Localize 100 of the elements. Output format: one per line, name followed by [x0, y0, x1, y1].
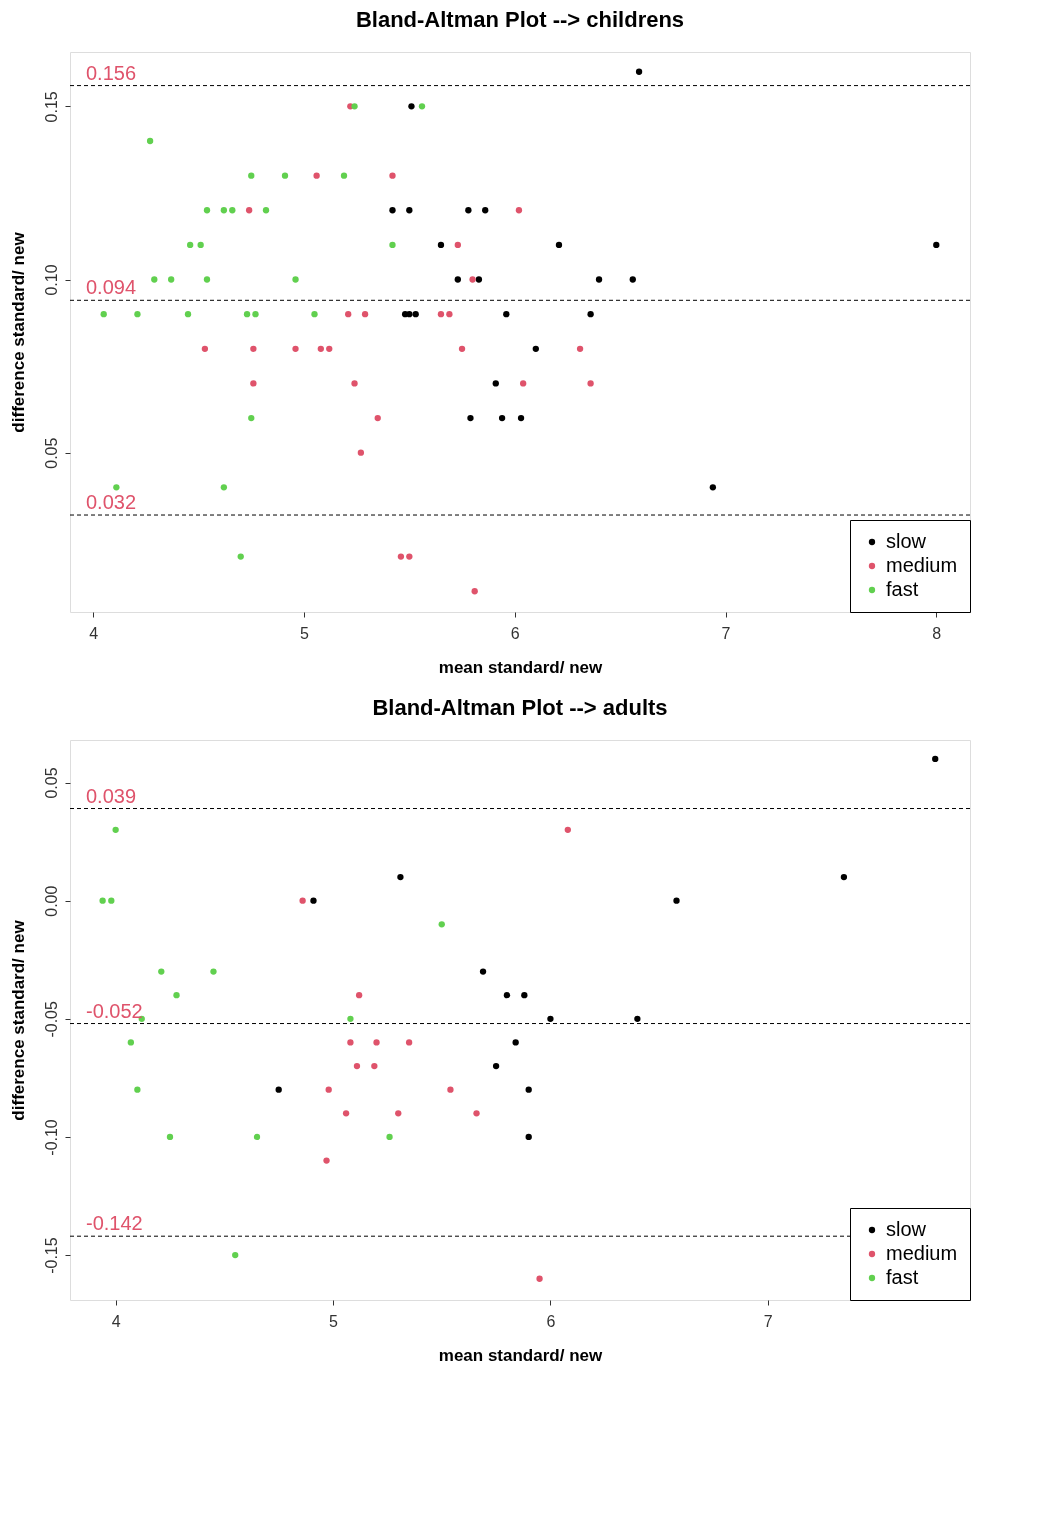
- point: [458, 345, 466, 352]
- point: [112, 826, 119, 833]
- point: [446, 311, 453, 318]
- point: [521, 992, 528, 999]
- point: [406, 311, 413, 318]
- point: [475, 276, 483, 283]
- point: [134, 1086, 141, 1093]
- ref-line-label: 0.156: [86, 61, 137, 84]
- point: [520, 380, 527, 387]
- y-tick-label: -0.05: [42, 1000, 60, 1038]
- ref-line-label: 0.039: [86, 784, 137, 807]
- point: [127, 1039, 135, 1046]
- point: [281, 172, 289, 179]
- point: [342, 1110, 350, 1117]
- point: [635, 68, 643, 75]
- point: [437, 311, 445, 318]
- point: [351, 380, 358, 387]
- y-tick-label: 0.05: [42, 437, 60, 469]
- y-tick-label: 0.00: [42, 885, 60, 917]
- point: [146, 137, 154, 145]
- point: [220, 484, 228, 491]
- point: [389, 172, 396, 179]
- legend-label: slow: [886, 530, 927, 552]
- point: [340, 172, 348, 179]
- point: [405, 1039, 413, 1046]
- point: [373, 1039, 380, 1046]
- point: [250, 380, 257, 387]
- point: [351, 103, 358, 110]
- point: [262, 207, 270, 214]
- point: [492, 1062, 500, 1070]
- point: [229, 207, 236, 214]
- point: [166, 1133, 174, 1141]
- point: [253, 1133, 261, 1141]
- point: [186, 241, 194, 249]
- point: [512, 1039, 519, 1046]
- ref-line-label: -0.142: [86, 1212, 143, 1235]
- y-tick-label: 0.05: [42, 767, 60, 799]
- legend-label: slow: [886, 1218, 927, 1240]
- point: [467, 414, 474, 422]
- point: [252, 311, 259, 318]
- point: [498, 414, 506, 422]
- point: [437, 241, 445, 249]
- y-axis-title: difference standard/ new: [8, 919, 28, 1121]
- point: [536, 1275, 543, 1282]
- point: [250, 345, 257, 352]
- point: [673, 897, 680, 904]
- point: [323, 1157, 330, 1164]
- x-axis-title: mean standard/ new: [438, 1345, 603, 1365]
- point: [151, 276, 158, 283]
- point: [595, 276, 603, 283]
- point: [634, 1015, 641, 1022]
- x-tick-label: 6: [510, 624, 520, 642]
- point: [203, 207, 211, 214]
- point: [418, 103, 426, 110]
- point: [576, 345, 584, 352]
- point: [395, 1110, 402, 1117]
- point: [412, 311, 419, 318]
- point: [503, 992, 511, 999]
- point: [353, 1062, 361, 1070]
- point: [479, 968, 487, 975]
- point: [471, 588, 478, 595]
- legend-label: medium: [886, 554, 958, 576]
- point: [299, 897, 306, 904]
- point: [357, 449, 365, 456]
- point: [629, 276, 636, 283]
- point: [386, 1133, 393, 1141]
- x-tick-label: 8: [932, 624, 942, 642]
- point: [515, 207, 523, 214]
- point: [564, 826, 571, 833]
- y-axis-title: difference standard/ new: [8, 231, 28, 433]
- point: [525, 1133, 532, 1141]
- point: [311, 311, 318, 318]
- point: [547, 1015, 554, 1022]
- point: [158, 968, 165, 975]
- point: [173, 992, 180, 999]
- legend-label: fast: [886, 578, 919, 600]
- point: [408, 103, 415, 110]
- y-tick-label: 0.10: [42, 264, 60, 296]
- point: [406, 207, 413, 214]
- x-tick-label: 4: [89, 624, 99, 642]
- x-axis-title: mean standard/ new: [438, 657, 603, 677]
- point: [248, 414, 255, 422]
- point: [389, 207, 396, 214]
- point: [397, 873, 404, 881]
- point: [454, 276, 461, 283]
- point: [317, 345, 324, 352]
- ref-line-label: -0.052: [86, 999, 143, 1022]
- x-tick-label: 5: [329, 1312, 339, 1330]
- x-tick-label: 7: [763, 1312, 773, 1330]
- y-tick-label: -0.15: [42, 1237, 60, 1274]
- point: [933, 241, 940, 249]
- point: [532, 345, 539, 352]
- point: [108, 897, 115, 904]
- chart-title: Bland-Altman Plot --> childrens: [355, 7, 685, 32]
- point: [203, 276, 211, 283]
- point: [503, 311, 510, 318]
- x-tick-label: 4: [111, 1312, 121, 1330]
- point: [361, 311, 369, 318]
- point: [482, 207, 489, 214]
- legend-label: fast: [886, 1266, 919, 1288]
